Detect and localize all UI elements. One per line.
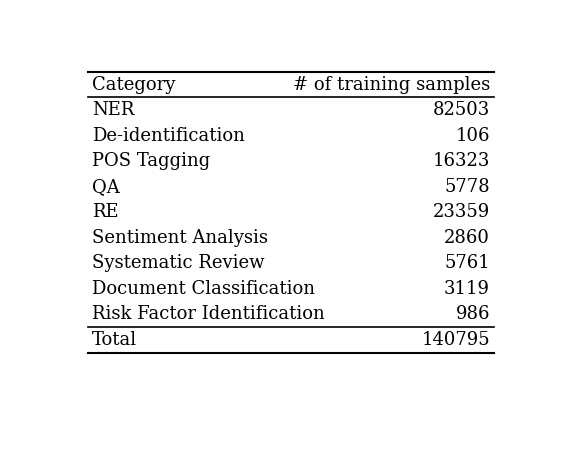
Text: QA: QA [92,178,120,196]
Text: RE: RE [92,203,119,221]
Text: 23359: 23359 [433,203,490,221]
Text: 986: 986 [456,306,490,323]
Text: 140795: 140795 [421,331,490,349]
Text: POS Tagging: POS Tagging [92,152,210,170]
Text: 106: 106 [456,127,490,145]
Text: 5761: 5761 [444,254,490,272]
Text: Systematic Review: Systematic Review [92,254,265,272]
Text: De-identification: De-identification [92,127,245,145]
Text: NER: NER [92,101,135,119]
Text: 2860: 2860 [444,229,490,247]
Text: Document Classification: Document Classification [92,280,315,298]
Text: 3119: 3119 [444,280,490,298]
Text: # of training samples: # of training samples [293,76,490,94]
Text: 82503: 82503 [433,101,490,119]
Text: 16323: 16323 [433,152,490,170]
Text: Risk Factor Identification: Risk Factor Identification [92,306,325,323]
Text: Sentiment Analysis: Sentiment Analysis [92,229,268,247]
Text: Category: Category [92,76,176,94]
Text: Total: Total [92,331,138,349]
Text: 5778: 5778 [444,178,490,196]
